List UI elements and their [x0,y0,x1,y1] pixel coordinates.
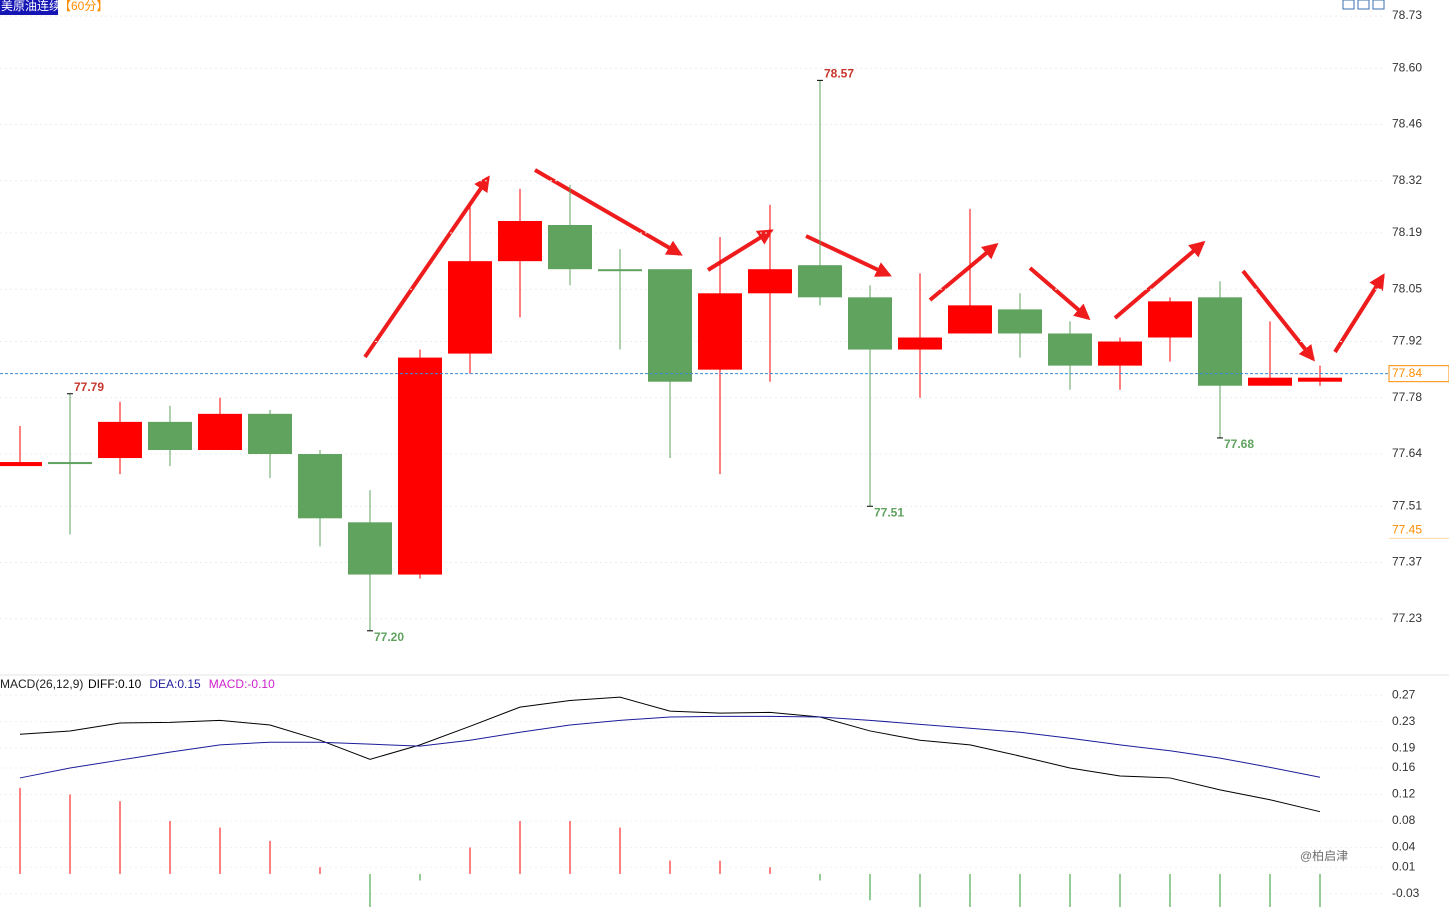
candle-body [48,462,92,465]
annotation-label: 77.68 [1224,437,1254,451]
arrows [363,168,1385,362]
y-tick-label: -0.03 [1392,886,1420,900]
candle-body [348,522,392,575]
candle-body [198,413,242,450]
macd-plot [19,696,1321,908]
y-tick-label: 78.32 [1392,173,1422,187]
price-label: 77.84 [1392,366,1422,380]
candle-body [1048,333,1092,366]
candle-body [748,269,792,294]
y-tick-label: 77.37 [1392,555,1422,569]
candle-body [98,421,142,459]
candle-body [498,220,542,262]
y-tick-label: 77.92 [1392,334,1422,348]
y-tick-label: 77.23 [1392,611,1422,625]
candle-body [648,269,692,382]
chart-subtitle: 【60分】 [59,0,108,13]
legend-entry: DIFF:0.10 [88,677,142,691]
y-tick-label: 78.46 [1392,117,1422,131]
legend-entry: DEA:0.15 [149,677,201,691]
annotation-label: 77.20 [374,630,404,644]
y-tick-label: 0.01 [1392,859,1416,873]
candle-body [848,297,892,350]
price-label: 77.45 [1392,523,1422,537]
candle-body [548,225,592,270]
legend-entry: MACD:-0.10 [209,677,275,691]
y-tick-label: 78.19 [1392,225,1422,239]
y-tick-label: 0.27 [1392,687,1416,701]
y-tick-label: 0.16 [1392,760,1416,774]
candle-body [698,293,742,370]
chart-title: 美原油连续 [1,0,61,13]
annotation-label: 78.57 [824,67,854,81]
annotation-label: 77.51 [874,505,904,519]
icon[interactable] [1372,0,1385,10]
candle-body [1098,341,1142,366]
candle-body [448,261,492,354]
candle-body [798,265,842,298]
y-tick-label: 0.04 [1392,840,1416,854]
candle-body [1248,377,1292,386]
y-tick-label: 0.12 [1392,787,1416,801]
candle-body [398,357,442,575]
candle-body [598,269,642,272]
y-tick-label: 78.60 [1392,60,1422,74]
macd-line [19,696,1321,813]
candle-body [298,454,342,519]
title-bg [0,0,58,15]
candle-body [148,421,192,450]
macd-title: MACD(26,12,9) [0,677,83,691]
candle-body [898,337,942,350]
y-tick-label: 0.08 [1392,813,1416,827]
toolbar-icons[interactable] [1342,0,1385,10]
watermark: @柏启津 [1300,848,1348,863]
y-tick-label: 78.05 [1392,281,1422,295]
y-tick-label: 77.78 [1392,390,1422,404]
y-tick-label: 0.23 [1392,714,1416,728]
y-tick-label: 77.64 [1392,446,1422,460]
y-tick-label: 77.51 [1392,498,1422,512]
candle-body [0,462,42,467]
candle-body [1298,377,1342,382]
candle-body [998,309,1042,334]
candle-body [248,413,292,455]
candle-body [1148,301,1192,338]
candle-body [1198,297,1242,386]
y-tick-label: 0.19 [1392,740,1416,754]
macd-line [19,715,1321,779]
icon[interactable] [1357,0,1370,10]
y-tick-label: 78.73 [1392,8,1422,22]
annotation-label: 77.79 [74,380,104,394]
candle-body [948,305,992,334]
price-box [1388,365,1449,383]
icon[interactable] [1342,0,1355,10]
